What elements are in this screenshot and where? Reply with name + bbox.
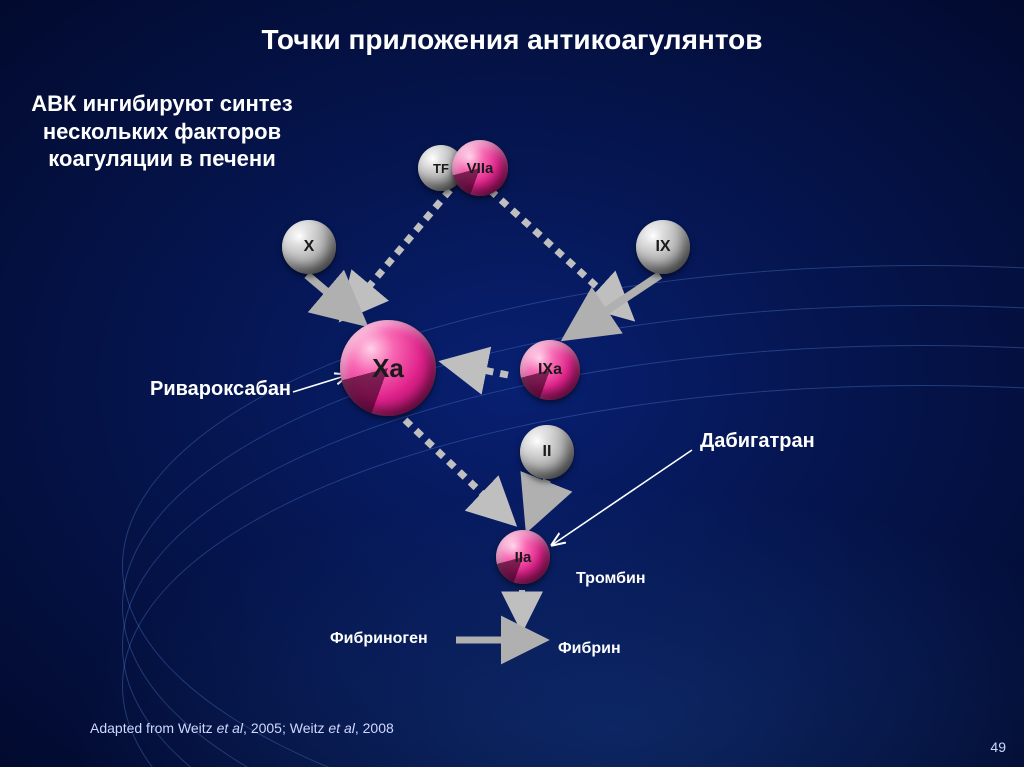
slide-number: 49	[990, 739, 1006, 755]
subtitle-line: нескольких факторов	[12, 118, 312, 146]
node-ii: II	[520, 425, 574, 479]
node-xa: Xa	[340, 320, 436, 416]
label-fibrinogen: Фибриноген	[330, 630, 428, 648]
node-ix: IX	[636, 220, 690, 274]
label-fibrin: Фибрин	[558, 640, 621, 658]
citation-part: , 2008	[355, 720, 394, 736]
node-label: Xa	[372, 353, 404, 384]
node-ixa: IXa	[520, 340, 580, 400]
node-x: X	[282, 220, 336, 274]
node-label: IX	[655, 238, 670, 256]
label-thrombin: Тромбин	[576, 570, 646, 588]
wave-line	[122, 385, 1024, 767]
subtitle-line: коагуляции в печени	[12, 145, 312, 173]
slide-stage: Точки приложения антикоагулянтов АВК инг…	[0, 0, 1024, 767]
node-iia: IIa	[496, 530, 550, 584]
wave-line	[122, 265, 1024, 767]
citation-part: , 2005; Weitz	[243, 720, 328, 736]
subtitle-block: АВК ингибируют синтез нескольких факторо…	[12, 90, 312, 173]
citation-italic: et al	[328, 720, 354, 736]
citation-part: Adapted from Weitz	[90, 720, 217, 736]
wave-line	[122, 345, 1024, 767]
subtitle-line: АВК ингибируют синтез	[12, 90, 312, 118]
node-label: X	[304, 238, 315, 256]
slide-title: Точки приложения антикоагулянтов	[0, 24, 1024, 56]
label-rivaroxaban: Ривароксабан	[150, 378, 291, 401]
node-label: IXa	[538, 361, 562, 379]
node-viia: VIIa	[452, 140, 508, 196]
node-label: II	[543, 443, 552, 461]
node-label: IIa	[515, 549, 532, 566]
citation: Adapted from Weitz et al, 2005; Weitz et…	[90, 720, 394, 736]
node-label: TF	[433, 161, 449, 176]
label-dabigatran: Дабигатран	[700, 430, 815, 453]
citation-italic: et al	[217, 720, 243, 736]
node-label: VIIa	[467, 160, 494, 177]
